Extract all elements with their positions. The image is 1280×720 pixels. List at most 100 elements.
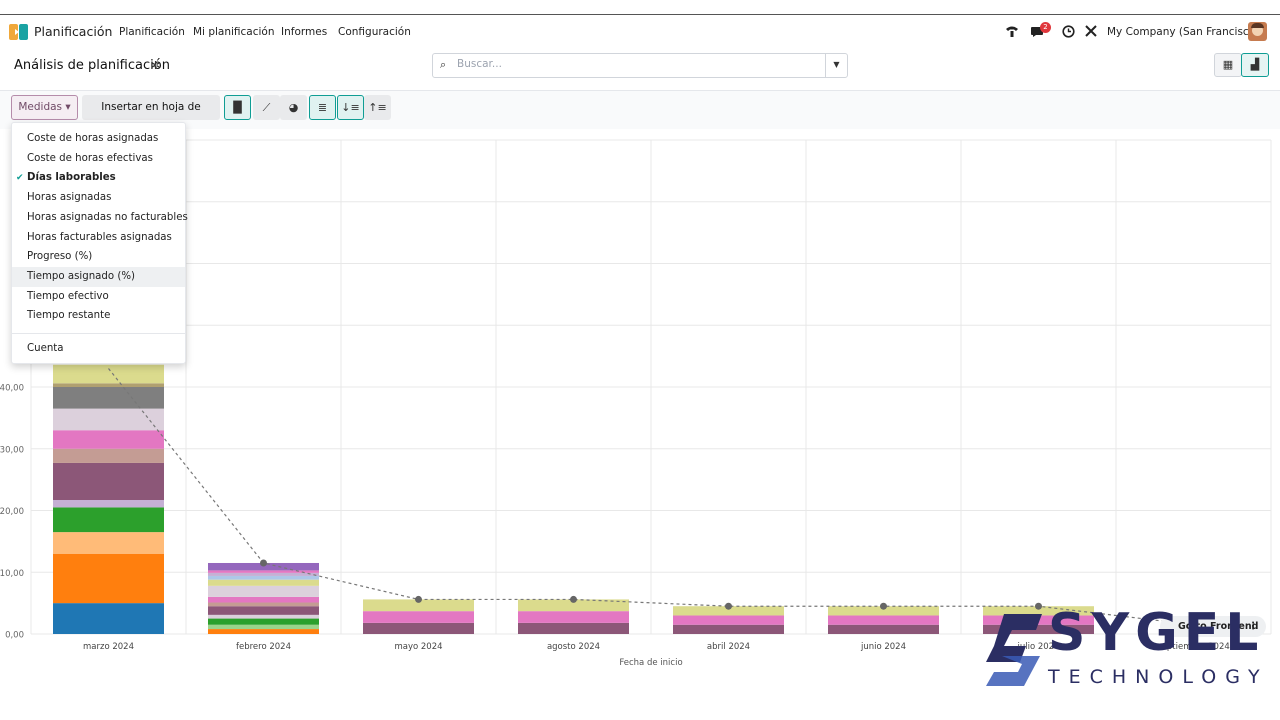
bar-segment bbox=[53, 383, 164, 387]
measures-dropdown-button[interactable]: Medidas ▾ bbox=[11, 95, 78, 120]
search-icon: ⌕ bbox=[440, 58, 447, 71]
menu-planificacion[interactable]: Planificación bbox=[119, 26, 185, 38]
watermark-brand: SYGEL bbox=[1048, 603, 1265, 663]
clock-icon[interactable] bbox=[1062, 25, 1075, 38]
y-tick-label: 0,00 bbox=[5, 631, 24, 641]
pivot-view-button[interactable]: ▦ bbox=[1214, 53, 1242, 77]
sort-ascending-icon[interactable]: ↑≡ bbox=[364, 95, 391, 120]
x-tick-label: agosto 2024 bbox=[547, 642, 600, 652]
top-navbar: Planificación Planificación Mi planifica… bbox=[0, 14, 1280, 48]
bar-segment bbox=[518, 622, 629, 634]
measure-item-label: Coste de horas efectivas bbox=[27, 152, 153, 164]
gear-icon[interactable]: ✲ bbox=[151, 59, 161, 72]
measure-item[interactable]: Horas asignadas no facturables bbox=[12, 208, 188, 228]
bar-segment bbox=[208, 624, 319, 630]
bar-segment bbox=[673, 624, 784, 634]
bar-segment bbox=[208, 602, 319, 607]
measure-item[interactable]: Progreso (%) bbox=[12, 247, 185, 267]
bar-segment bbox=[53, 387, 164, 409]
search-options-toggle[interactable]: ▼ bbox=[825, 54, 847, 77]
tools-icon[interactable] bbox=[1085, 25, 1097, 37]
sygel-logo-icon bbox=[986, 614, 1042, 686]
measure-item[interactable]: Tiempo restante bbox=[12, 306, 185, 326]
bar-segment bbox=[53, 603, 164, 634]
bar-segment bbox=[53, 448, 164, 463]
measure-item[interactable]: Coste de horas efectivas bbox=[12, 149, 185, 169]
line-point bbox=[570, 595, 577, 603]
graph-view-button[interactable]: ▟ bbox=[1241, 53, 1269, 77]
bar-segment bbox=[983, 606, 1094, 616]
y-tick-label: 40,00 bbox=[0, 384, 24, 394]
insert-spreadsheet-button[interactable]: Insertar en hoja de cálculo bbox=[82, 95, 220, 138]
control-panel: Análisis de planificación ✲ ⌕ ▼ ▦ ▟ bbox=[0, 49, 1280, 91]
menu-configuracion[interactable]: Configuración bbox=[338, 26, 411, 38]
sygel-watermark: SYGEL TECHNOLOGY bbox=[978, 604, 1260, 694]
checkmark-icon: ✔ bbox=[16, 173, 24, 184]
company-switcher[interactable]: My Company (San Francisco) bbox=[1107, 26, 1260, 38]
bar-segment bbox=[518, 599, 629, 612]
bar-segment bbox=[53, 430, 164, 449]
bar-segment bbox=[53, 532, 164, 554]
measure-item[interactable]: Coste de horas asignadas bbox=[12, 129, 185, 149]
bar-segment bbox=[363, 611, 474, 623]
page-title: Análisis de planificación bbox=[14, 58, 170, 73]
line-chart-icon[interactable]: ⟋ bbox=[253, 95, 280, 120]
bar-segment bbox=[53, 507, 164, 533]
measure-item[interactable]: Horas asignadas bbox=[12, 188, 185, 208]
bar-segment bbox=[53, 408, 164, 431]
sort-descending-icon[interactable]: ↓≡ bbox=[337, 95, 364, 120]
bar-segment bbox=[53, 364, 164, 384]
y-tick-label: 30,00 bbox=[0, 445, 24, 455]
bar-segment bbox=[983, 624, 1094, 634]
bar-segment bbox=[208, 575, 319, 580]
more-options-icon[interactable]: ⋮ bbox=[1248, 621, 1258, 632]
search-input[interactable] bbox=[457, 58, 817, 70]
menu-informes[interactable]: Informes bbox=[281, 26, 328, 38]
stacked-icon[interactable]: ≣ bbox=[309, 95, 336, 120]
measure-item-label: Tiempo asignado (%) bbox=[27, 270, 135, 282]
measure-item-label: Tiempo efectivo bbox=[27, 290, 109, 302]
bar-chart-icon[interactable]: ▐▌ bbox=[224, 95, 251, 120]
menu-mi-planificacion[interactable]: Mi planificación bbox=[193, 26, 275, 38]
bar-segment bbox=[673, 615, 784, 625]
frontend-label: Go to Frontend bbox=[1178, 621, 1259, 632]
planning-app-icon[interactable] bbox=[9, 24, 28, 40]
watermark-subtitle: TECHNOLOGY bbox=[1048, 666, 1269, 688]
measure-item-label: Coste de horas asignadas bbox=[27, 133, 159, 144]
bar-segment bbox=[673, 606, 784, 616]
y-tick-label: 10,00 bbox=[0, 569, 24, 579]
measure-item[interactable]: ✔ Días laborables bbox=[12, 168, 185, 188]
bar-segment bbox=[208, 596, 319, 603]
measure-item-count[interactable]: Cuenta bbox=[27, 343, 64, 354]
measure-item[interactable]: Horas facturables asignadas bbox=[12, 228, 185, 248]
measure-item-label: Progreso (%) bbox=[27, 251, 93, 263]
bar-segment bbox=[208, 614, 319, 619]
bar-segment bbox=[363, 622, 474, 634]
x-tick-label: septiembre 2024 bbox=[1157, 642, 1230, 652]
bar-segment bbox=[828, 624, 939, 634]
line-point bbox=[725, 602, 732, 610]
measures-label: Medidas bbox=[18, 101, 63, 113]
measure-item-label: Horas asignadas bbox=[27, 192, 112, 204]
pie-chart-icon[interactable]: ◕ bbox=[280, 95, 307, 120]
measures-dropdown: Cuenta Coste de horas asignadas Coste de … bbox=[11, 122, 188, 364]
measure-item-label: Días laborables bbox=[27, 172, 116, 184]
line-point bbox=[880, 602, 887, 610]
bar-segment bbox=[53, 462, 164, 501]
bar-segment bbox=[53, 553, 164, 604]
x-tick-label: junio 2024 bbox=[860, 642, 906, 652]
phone-icon[interactable] bbox=[1005, 25, 1019, 38]
line-point bbox=[415, 595, 422, 603]
x-tick-label: julio 2024 bbox=[1016, 642, 1059, 652]
measure-item[interactable]: Tiempo asignado (%) bbox=[12, 266, 185, 287]
bar-segment bbox=[208, 572, 319, 576]
user-avatar[interactable] bbox=[1248, 22, 1267, 41]
measure-item[interactable]: Tiempo efectivo bbox=[12, 287, 185, 307]
notification-badge: 2 bbox=[1040, 22, 1051, 33]
go-to-frontend-button[interactable]: Go to Frontend ⋮ bbox=[1160, 616, 1266, 637]
app-name[interactable]: Planificación bbox=[34, 24, 113, 39]
dropdown-divider bbox=[12, 333, 185, 334]
bar-segment bbox=[208, 562, 319, 571]
bar-segment bbox=[208, 585, 319, 597]
bar-segment bbox=[518, 611, 629, 623]
